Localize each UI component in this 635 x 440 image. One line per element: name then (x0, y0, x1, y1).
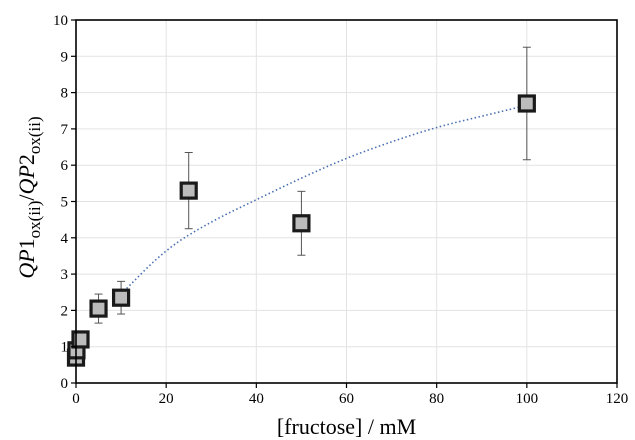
y-tick-label: 8 (61, 86, 69, 102)
y-axis-title-part: / (14, 194, 39, 201)
y-axis-title-part: 2 (14, 154, 39, 165)
y-tick-label: 3 (61, 267, 69, 283)
y-axis-title-part: 1 (14, 238, 39, 249)
y-tick-label: 7 (61, 122, 69, 138)
x-tick-label: 120 (606, 391, 629, 407)
data-point (292, 214, 311, 233)
y-axis-title-part: ox(ii) (25, 116, 44, 154)
data-point (179, 181, 198, 200)
y-tick-label: 5 (61, 195, 69, 211)
fit-curve-layer (120, 104, 528, 295)
axis-ticks (71, 19, 618, 388)
y-axis-title-part: ox(ii) (25, 201, 44, 239)
x-tick-label: 60 (339, 391, 354, 407)
y-axis-title-part: QP (14, 249, 39, 278)
y-tick-label: 4 (61, 231, 69, 247)
x-tick-label: 80 (429, 391, 444, 407)
y-tick-labels: 0 1 2 3 4 5 6 7 8 9 10 (53, 13, 69, 392)
data-point (517, 94, 536, 113)
data-point (89, 299, 108, 318)
data-point (111, 288, 131, 307)
y-tick-label: 2 (61, 303, 69, 319)
x-tick-label: 100 (516, 391, 539, 407)
y-axis-title-part: QP (14, 165, 39, 194)
y-tick-label: 0 (61, 376, 69, 392)
y-tick-label: 9 (61, 49, 69, 65)
y-axis-title: QP1ox(ii)/QP2ox(ii) (14, 116, 44, 278)
y-tick-label: 1 (61, 340, 69, 356)
x-tick-label: 20 (159, 391, 174, 407)
x-tick-labels: 0 20 40 60 80 100 120 (72, 391, 628, 407)
x-axis-title: [fructose] / mM (277, 414, 416, 439)
error-bars (94, 46, 531, 324)
grid-lines (75, 19, 618, 384)
y-tick-label: 6 (61, 158, 69, 174)
y-tick-label: 10 (53, 13, 68, 29)
data-markers (66, 94, 536, 367)
x-tick-label: 40 (249, 391, 264, 407)
fit-curve (120, 104, 528, 295)
x-tick-label: 0 (72, 391, 80, 407)
